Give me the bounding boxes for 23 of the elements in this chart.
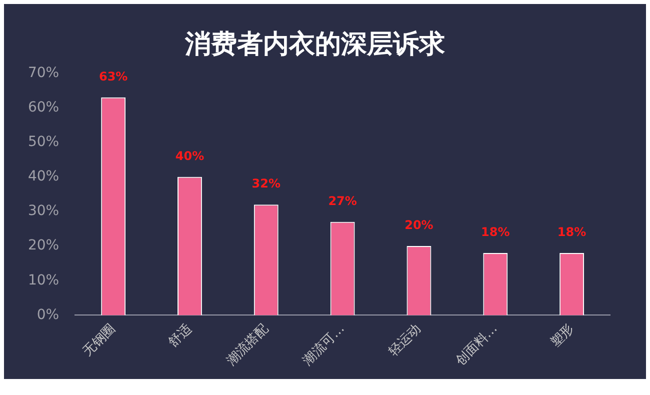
x-tick-label: 潮流可…	[300, 320, 348, 369]
x-tick-label: 舒适	[166, 321, 195, 350]
data-label: 20%	[404, 218, 434, 232]
x-tick-label: 轻运动	[386, 321, 424, 360]
y-tick-label: 50%	[28, 134, 60, 150]
data-label: 18%	[481, 225, 510, 240]
y-tick-label: 70%	[28, 64, 60, 81]
x-tick-label: 塑形	[547, 320, 578, 350]
data-label: 32%	[252, 176, 281, 191]
data-label: 18%	[557, 225, 586, 240]
data-label: 40%	[175, 149, 204, 164]
chart-title: 消费者内衣的深层诉求	[184, 29, 446, 60]
x-tick-label: 潮流搭配	[223, 320, 272, 369]
y-tick-label: 20%	[28, 238, 60, 254]
data-label: 27%	[328, 194, 357, 208]
x-tick-label: 无钢圈	[80, 321, 119, 360]
y-tick-label: 10%	[28, 272, 60, 288]
y-tick-label: 30%	[28, 203, 60, 220]
y-tick-label: 40%	[28, 168, 60, 185]
y-tick-label: 60%	[28, 99, 60, 116]
data-label: 63%	[98, 70, 128, 84]
y-tick-label: 0%	[36, 306, 60, 323]
x-tick-label: 创面料…	[453, 321, 501, 369]
